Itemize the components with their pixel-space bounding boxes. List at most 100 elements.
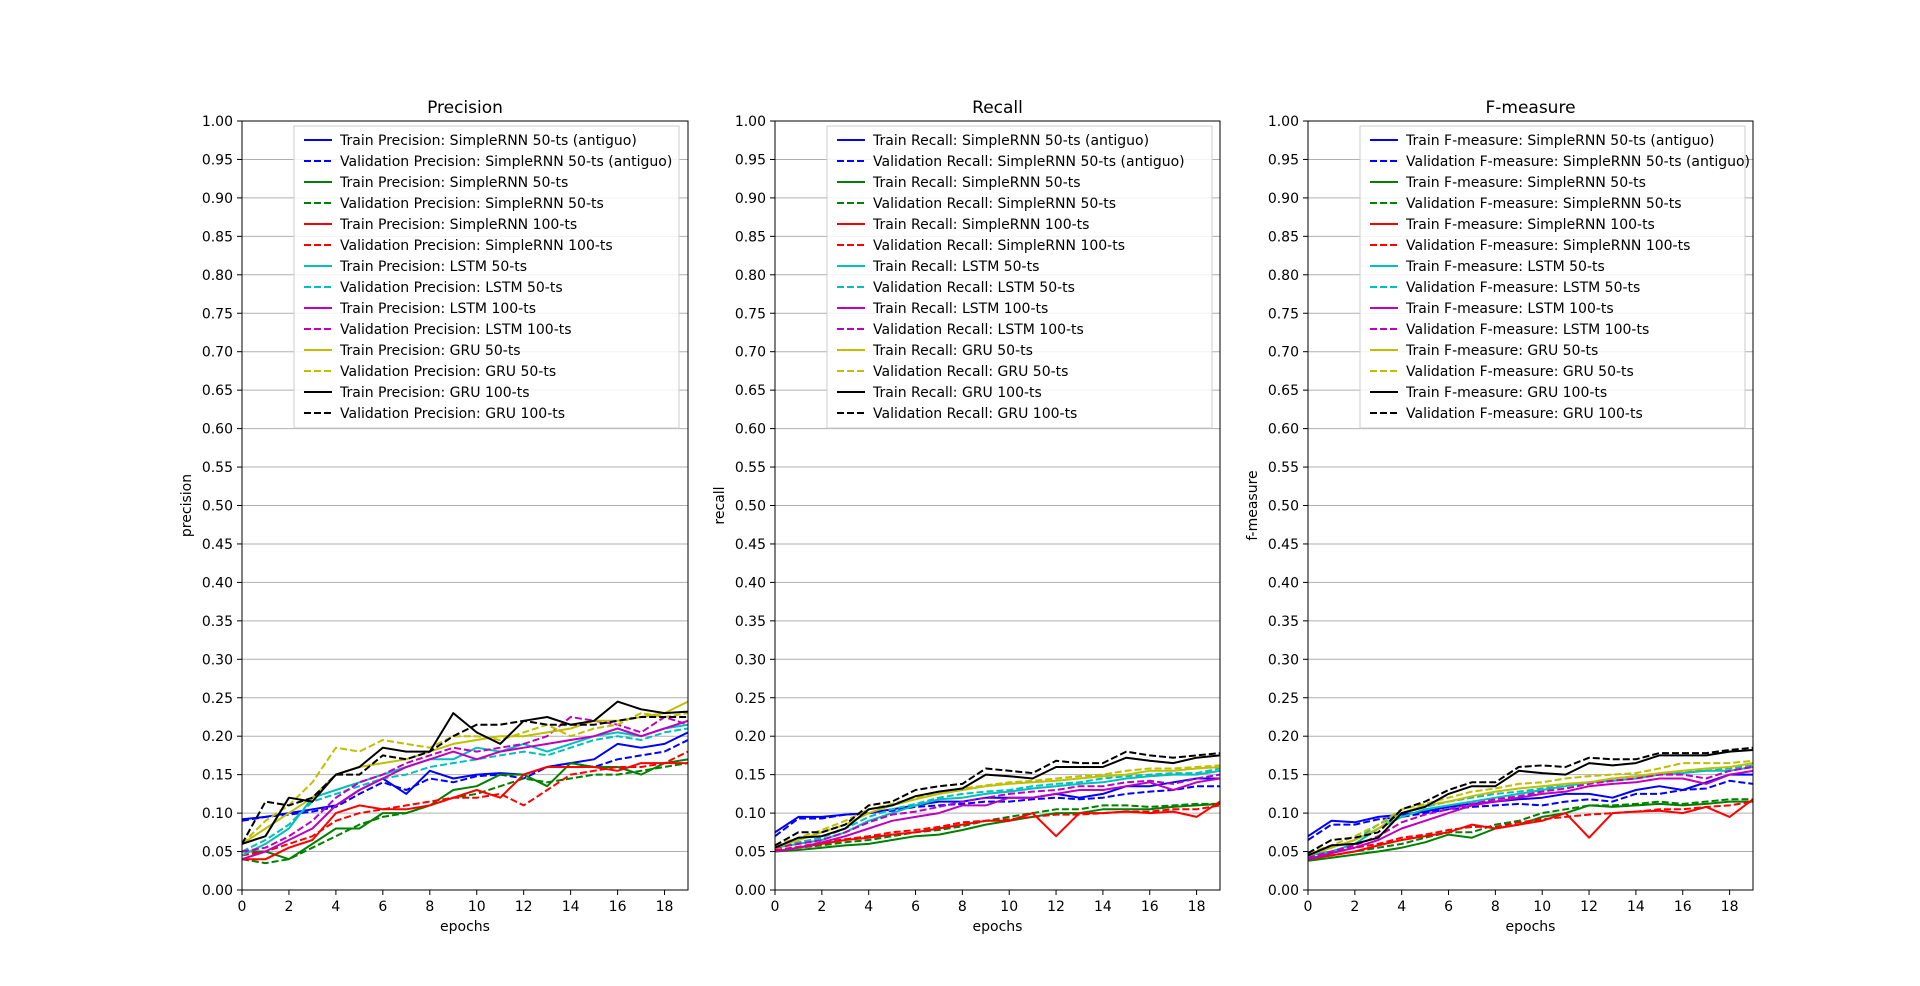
x-tick-label: 4: [864, 899, 873, 915]
series-line: [242, 762, 688, 865]
legend-label: Validation F-measure: GRU 50-ts: [1406, 364, 1634, 380]
x-tick-label: 8: [958, 899, 967, 915]
legend-label: Train F-measure: GRU 50-ts: [1405, 343, 1598, 359]
legend-label: Validation Precision: SimpleRNN 100-ts: [340, 238, 613, 254]
y-tick-label: 0.00: [1268, 883, 1299, 899]
y-tick-label: 0.25: [1268, 691, 1299, 707]
y-tick-label: 0.90: [202, 191, 233, 207]
x-tick-label: 14: [1627, 899, 1645, 915]
x-tick-label: 6: [911, 899, 920, 915]
series-line: [1308, 800, 1753, 859]
y-tick-label: 0.95: [735, 152, 766, 168]
y-tick-label: 0.10: [202, 806, 233, 822]
legend-label: Validation F-measure: GRU 100-ts: [1406, 406, 1643, 422]
x-tick-label: 8: [425, 899, 434, 915]
series-line: [1308, 798, 1753, 861]
x-tick-label: 12: [515, 899, 533, 915]
series-line: [775, 802, 1220, 851]
legend-label: Validation Precision: SimpleRNN 50-ts (a…: [340, 154, 672, 170]
y-tick-label: 0.05: [1268, 845, 1299, 861]
y-tick-label: 0.65: [735, 383, 766, 399]
y-tick-label: 0.60: [735, 422, 766, 438]
series-line: [1308, 798, 1753, 861]
y-tick-label: 0.75: [735, 306, 766, 322]
legend-label: Validation F-measure: LSTM 100-ts: [1406, 322, 1649, 338]
y-tick-label: 0.55: [202, 460, 233, 476]
y-tick-label: 0.15: [1268, 768, 1299, 784]
x-tick-label: 2: [284, 899, 293, 915]
legend-label: Validation Recall: LSTM 50-ts: [873, 280, 1075, 296]
legend-label: Validation Precision: LSTM 50-ts: [340, 280, 563, 296]
series-line: [1308, 749, 1753, 857]
y-tick-label: 0.30: [1268, 652, 1299, 668]
series-line: [242, 719, 688, 861]
legend-frame: [826, 125, 1213, 429]
series-line: [1308, 773, 1753, 838]
legend-label: Validation Recall: GRU 50-ts: [873, 364, 1068, 380]
series-line: [1308, 766, 1753, 859]
y-tick-label: 0.55: [1268, 460, 1299, 476]
legend-label: Train Precision: LSTM 50-ts: [339, 259, 527, 275]
series-line: [1308, 762, 1753, 857]
series-line: [242, 750, 688, 857]
series-line: [775, 764, 1220, 847]
series-line: [775, 754, 1220, 849]
x-tick-label: 0: [238, 899, 247, 915]
series-line: [242, 731, 688, 821]
y-tick-label: 0.20: [735, 729, 766, 745]
legend-label: Train Recall: GRU 50-ts: [872, 343, 1033, 359]
series-group: [242, 700, 688, 865]
chart-panel-1: 0.00 0.05 0.10 0.15 0.20 0.25 0.30 0.35 0.40 0.45…: [712, 98, 1221, 935]
series-line: [775, 766, 1220, 849]
y-tick-label: 0.95: [202, 152, 233, 168]
x-tick-label: 4: [331, 899, 340, 915]
x-tick-label: 10: [1000, 899, 1018, 915]
legend-label: Train Recall: GRU 100-ts: [872, 385, 1042, 401]
series-line: [775, 804, 1220, 851]
y-tick-label: 0.35: [202, 614, 233, 630]
legend: Train F-measure: SimpleRNN 50-ts (antigu…: [1359, 125, 1750, 429]
legend-label: Validation Recall: LSTM 100-ts: [873, 322, 1084, 338]
series-line: [1308, 746, 1753, 854]
y-tick-label: 0.40: [202, 575, 233, 591]
y-tick-label: 0.85: [202, 229, 233, 245]
series-line: [775, 773, 1220, 849]
y-tick-label: 0.25: [202, 691, 233, 707]
series-line: [775, 785, 1220, 837]
x-axis-label: epochs: [1506, 919, 1556, 935]
y-axis-label: recall: [712, 486, 728, 524]
x-tick-label: 6: [378, 899, 387, 915]
y-tick-label: 0.00: [735, 883, 766, 899]
x-axis-label: epochs: [440, 919, 490, 935]
y-tick-label: 0.60: [1268, 422, 1299, 438]
y-tick-label: 0.60: [202, 422, 233, 438]
x-tick-label: 12: [1047, 899, 1065, 915]
legend-label: Validation F-measure: SimpleRNN 50-ts: [1406, 196, 1682, 212]
legend-label: Train Recall: SimpleRNN 50-ts: [872, 175, 1081, 191]
x-tick-label: 6: [1444, 899, 1453, 915]
x-tick-label: 2: [817, 899, 826, 915]
series-line: [775, 750, 1220, 847]
y-tick-label: 0.10: [735, 806, 766, 822]
y-tick-label: 0.85: [1268, 229, 1299, 245]
y-tick-label: 0.80: [735, 268, 766, 284]
series-line: [775, 802, 1220, 853]
y-tick-label: 0.75: [1268, 306, 1299, 322]
legend-label: Train F-measure: LSTM 100-ts: [1405, 301, 1614, 317]
x-tick-label: 10: [1533, 899, 1551, 915]
y-tick-label: 0.50: [202, 499, 233, 515]
y-tick-label: 0.20: [1268, 729, 1299, 745]
y-tick-label: 0.85: [735, 229, 766, 245]
legend-label: Train F-measure: SimpleRNN 50-ts: [1405, 175, 1646, 191]
x-tick-label: 12: [1580, 899, 1598, 915]
x-tick-label: 16: [1674, 899, 1692, 915]
y-tick-label: 1.00: [735, 114, 766, 130]
y-tick-label: 0.30: [202, 652, 233, 668]
legend-label: Validation Recall: SimpleRNN 100-ts: [873, 238, 1125, 254]
series-line: [775, 777, 1220, 853]
x-tick-label: 14: [562, 899, 580, 915]
chart-title: F-measure: [1485, 98, 1575, 118]
series-line: [242, 700, 688, 845]
legend-label: Train F-measure: SimpleRNN 100-ts: [1405, 217, 1655, 233]
legend-label: Train F-measure: LSTM 50-ts: [1405, 259, 1605, 275]
